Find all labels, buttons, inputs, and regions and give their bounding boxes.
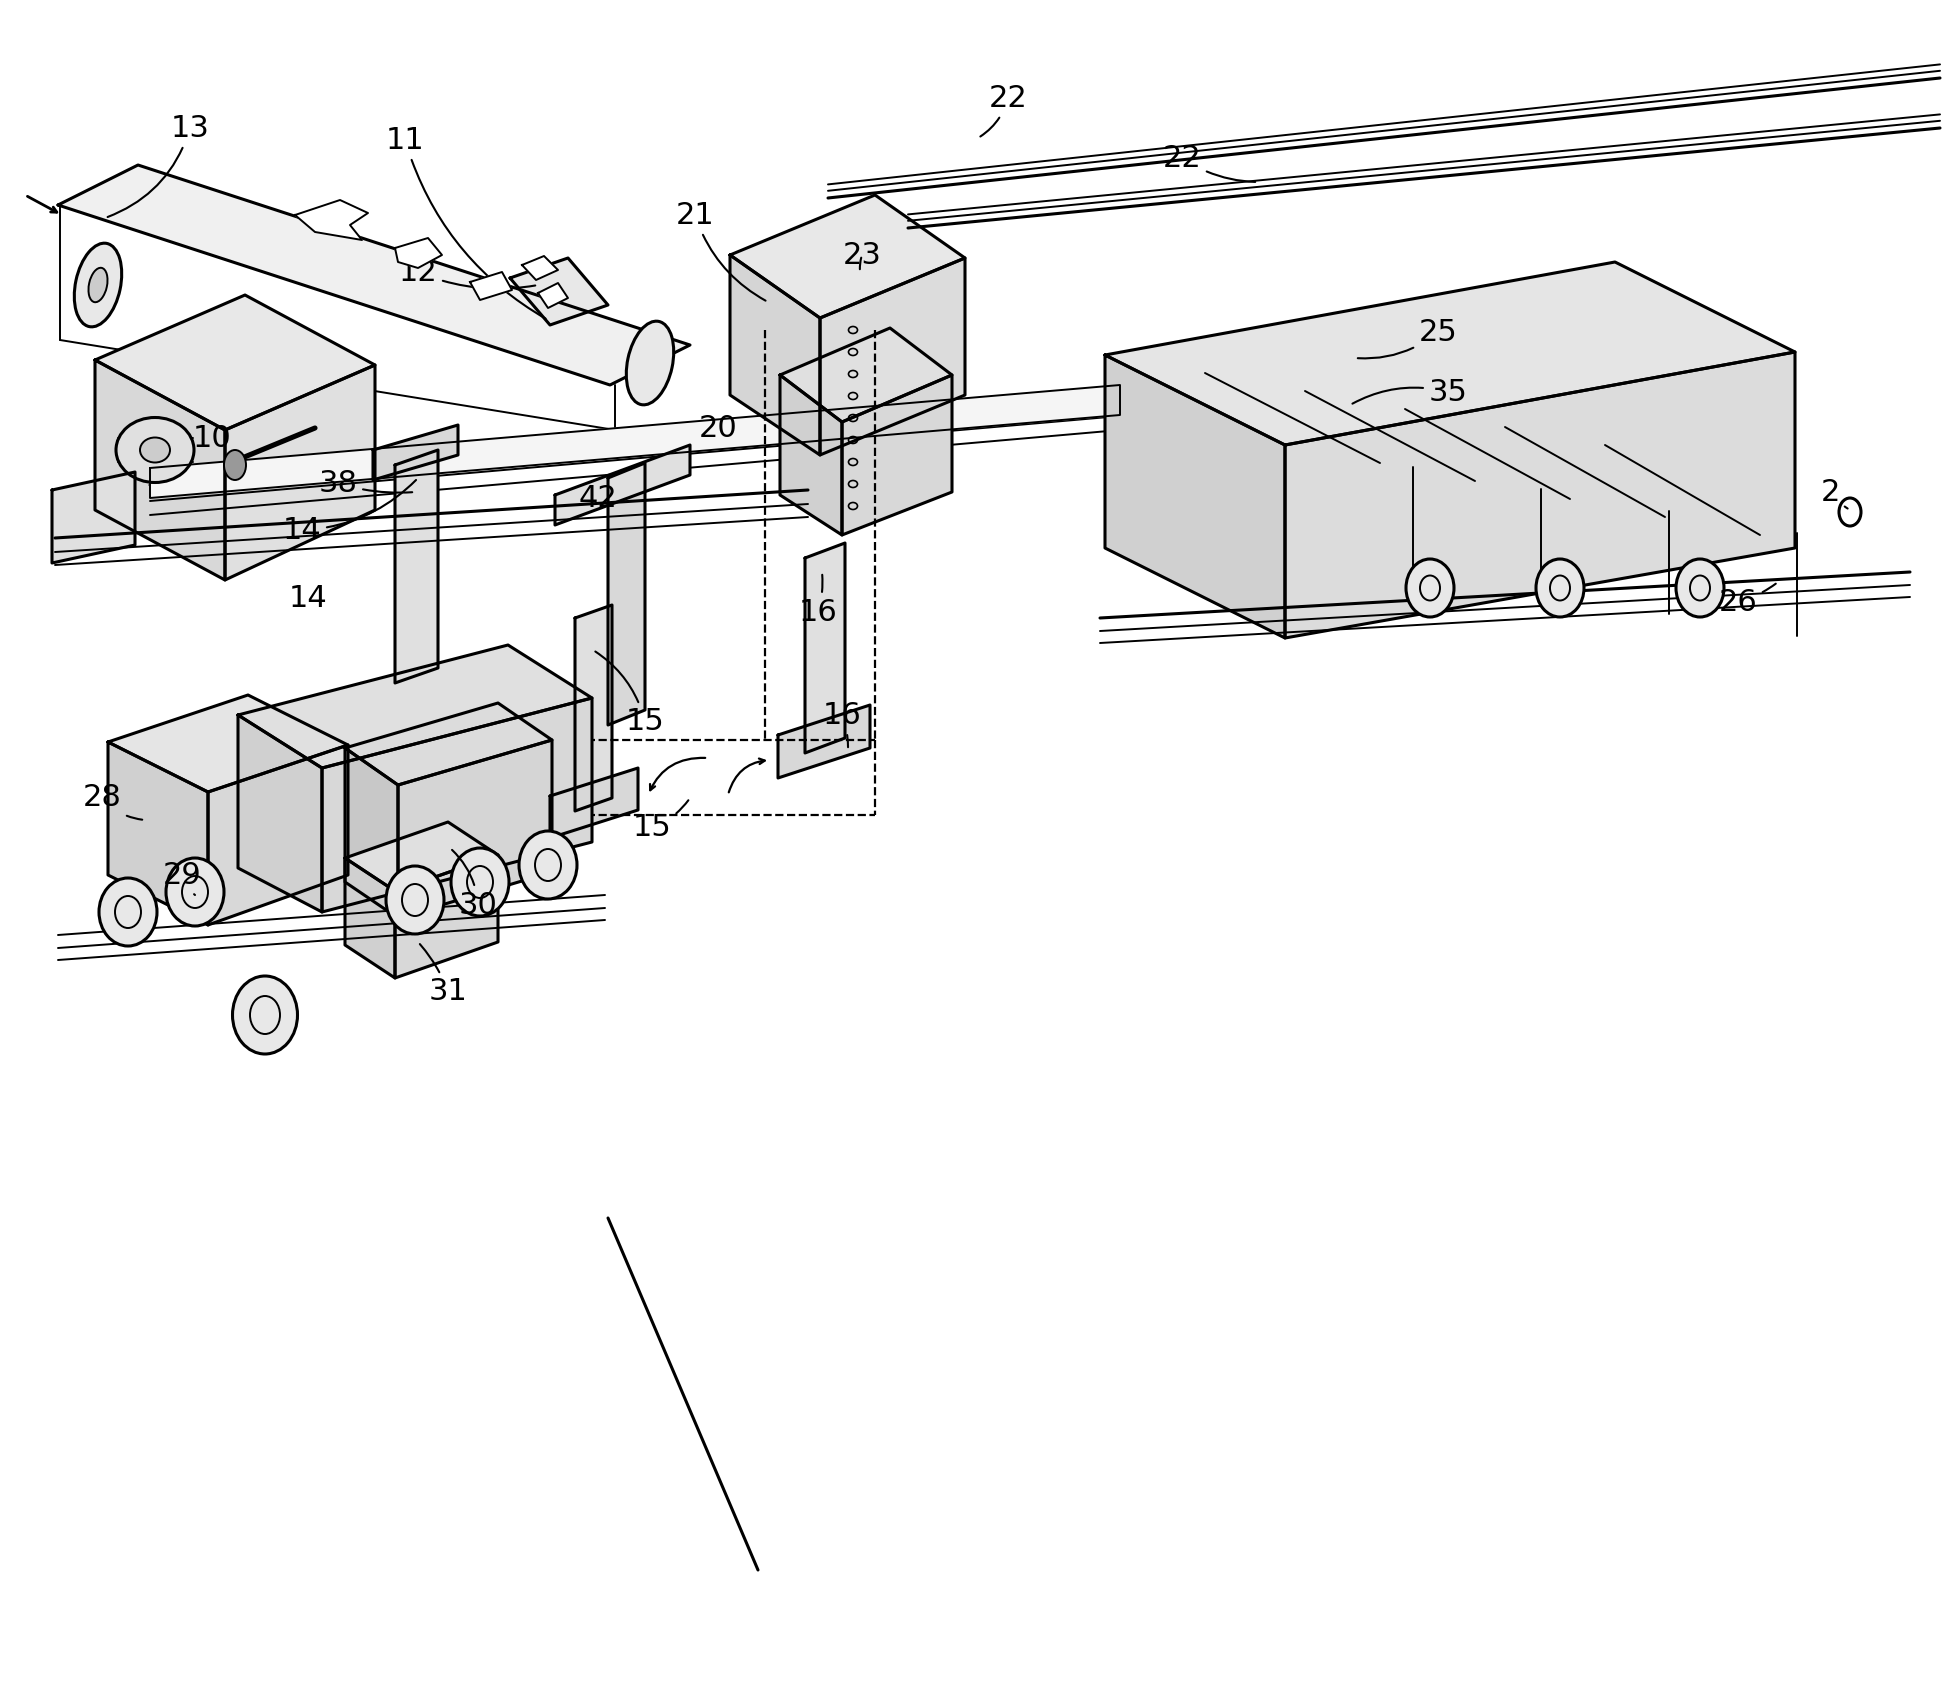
Polygon shape (609, 463, 644, 725)
Polygon shape (550, 769, 638, 838)
Polygon shape (344, 748, 397, 918)
Polygon shape (395, 237, 442, 267)
Polygon shape (239, 715, 321, 912)
Polygon shape (59, 165, 689, 385)
Polygon shape (321, 698, 591, 912)
Text: 14: 14 (288, 584, 327, 612)
Text: 21: 21 (675, 200, 765, 301)
Polygon shape (207, 745, 348, 925)
Text: 20: 20 (699, 414, 738, 442)
Text: 42: 42 (579, 483, 616, 513)
Polygon shape (554, 446, 689, 525)
Polygon shape (575, 606, 613, 811)
Ellipse shape (450, 848, 509, 917)
Polygon shape (523, 256, 558, 279)
Text: 11: 11 (386, 126, 546, 318)
Polygon shape (779, 375, 842, 535)
Polygon shape (397, 740, 552, 918)
Text: 30: 30 (452, 849, 497, 920)
Text: 22: 22 (1162, 143, 1254, 182)
Text: 14: 14 (282, 479, 415, 545)
Ellipse shape (166, 858, 223, 927)
Text: 38: 38 (319, 469, 413, 498)
Ellipse shape (223, 451, 247, 479)
Text: 12: 12 (399, 257, 534, 289)
Polygon shape (1104, 355, 1284, 637)
Text: 35: 35 (1352, 377, 1466, 407)
Polygon shape (151, 385, 1119, 498)
Text: 2: 2 (1820, 478, 1847, 508)
Ellipse shape (141, 437, 170, 463)
Ellipse shape (115, 417, 194, 483)
Ellipse shape (626, 321, 673, 405)
Polygon shape (1284, 352, 1795, 637)
Text: 28: 28 (82, 784, 143, 819)
Text: 16: 16 (822, 700, 861, 747)
Polygon shape (344, 822, 497, 891)
Polygon shape (96, 360, 225, 580)
Polygon shape (509, 257, 609, 325)
Ellipse shape (1534, 558, 1583, 617)
Polygon shape (730, 256, 820, 456)
Polygon shape (395, 451, 438, 683)
Ellipse shape (1675, 558, 1722, 617)
Ellipse shape (386, 866, 444, 934)
Polygon shape (225, 365, 376, 580)
Polygon shape (96, 294, 376, 431)
Polygon shape (804, 543, 845, 754)
Polygon shape (395, 854, 497, 977)
Polygon shape (820, 257, 965, 456)
Polygon shape (108, 742, 207, 925)
Text: 15: 15 (595, 651, 663, 737)
Text: 15: 15 (632, 801, 689, 843)
Polygon shape (374, 426, 458, 479)
Ellipse shape (233, 976, 297, 1055)
Polygon shape (470, 272, 511, 299)
Ellipse shape (519, 831, 577, 898)
Text: 29: 29 (162, 861, 202, 895)
Polygon shape (239, 644, 591, 769)
Polygon shape (108, 695, 348, 792)
Polygon shape (777, 705, 869, 779)
Polygon shape (344, 703, 552, 785)
Polygon shape (53, 473, 135, 563)
Text: 16: 16 (798, 575, 838, 626)
Polygon shape (730, 195, 965, 318)
Text: 31: 31 (419, 944, 468, 1006)
Polygon shape (296, 200, 368, 241)
Text: 13: 13 (108, 113, 209, 217)
Text: 10: 10 (192, 424, 231, 452)
Ellipse shape (88, 267, 108, 303)
Text: 23: 23 (842, 241, 881, 269)
Ellipse shape (100, 878, 157, 945)
Ellipse shape (74, 244, 121, 326)
Polygon shape (842, 375, 951, 535)
Polygon shape (1104, 262, 1795, 446)
Polygon shape (538, 283, 568, 308)
Polygon shape (344, 858, 395, 977)
Ellipse shape (1405, 558, 1454, 617)
Text: 22: 22 (980, 84, 1027, 136)
Text: 25: 25 (1356, 318, 1456, 358)
Polygon shape (779, 328, 951, 422)
Text: 26: 26 (1718, 584, 1775, 617)
